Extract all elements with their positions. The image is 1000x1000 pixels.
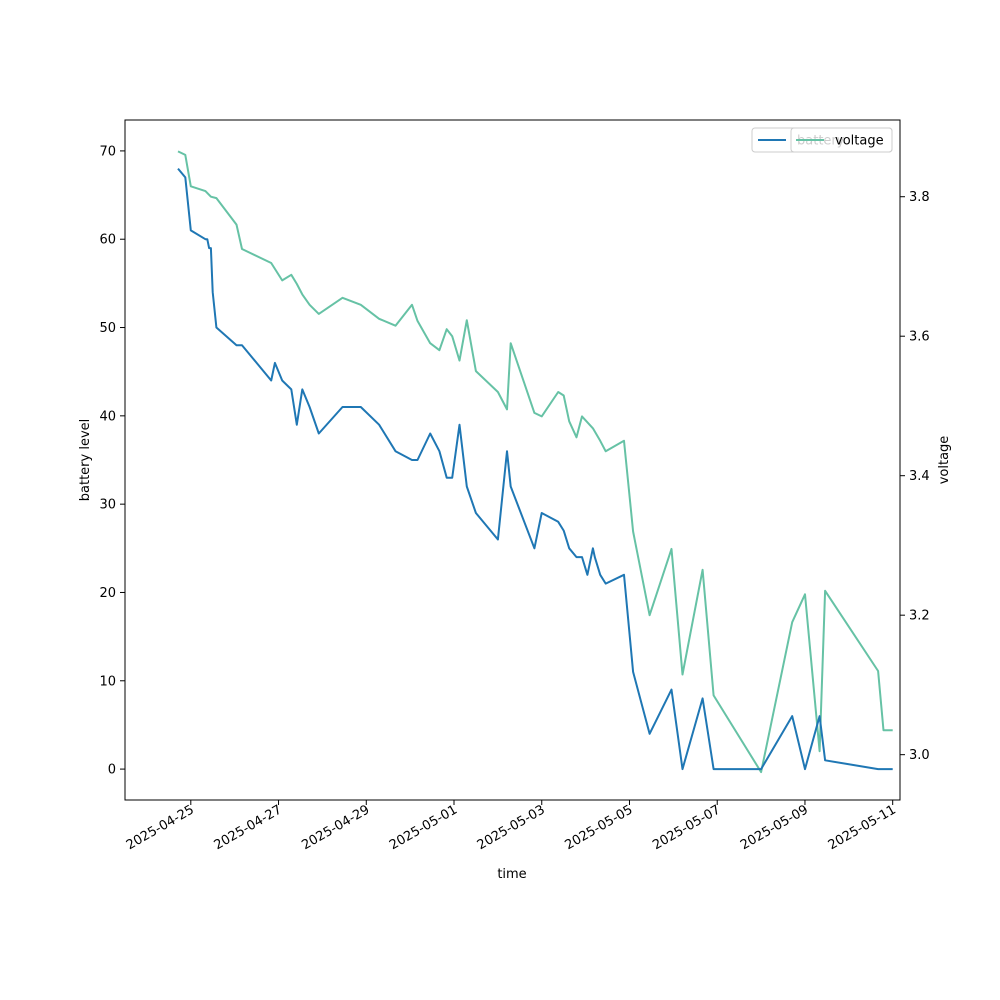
y-right-tick-label-4: 3.8 (909, 190, 930, 205)
x-axis-label: time (497, 867, 526, 882)
series-voltage-line (177, 150, 893, 774)
y-left-tick-label-3: 30 (99, 498, 116, 513)
x-tick-label-7: 2025-05-09 (738, 802, 811, 853)
x-tick-label-6: 2025-05-07 (650, 802, 723, 853)
x-tick-label-0: 2025-04-25 (124, 802, 197, 853)
y-axis-left: 0 10 20 30 40 50 60 70 (99, 144, 125, 778)
x-tick-label-2: 2025-04-29 (299, 802, 372, 853)
x-tick-label-3: 2025-05-01 (387, 802, 460, 853)
y-right-tick-label-3: 3.6 (909, 330, 930, 345)
x-tick-label-8: 2025-05-11 (826, 802, 899, 853)
x-tick-label-4: 2025-05-03 (475, 802, 548, 853)
legend-voltage: voltage (790, 127, 893, 153)
y-left-tick-label-1: 10 (99, 674, 116, 689)
y-axis-right-label: voltage (937, 436, 952, 485)
y-left-tick-label-5: 50 (99, 321, 116, 336)
y-axis-left-label: battery level (78, 419, 93, 502)
y-right-tick-label-0: 3.0 (909, 748, 930, 763)
plot-frame (124, 119, 901, 801)
series-battery-line (177, 167, 893, 771)
legend-voltage-box (790, 127, 893, 153)
y-left-tick-label-0: 0 (108, 763, 116, 778)
y-left-tick-label-2: 20 (99, 586, 116, 601)
y-right-tick-label-1: 3.2 (909, 609, 930, 624)
x-tick-label-1: 2025-04-27 (212, 802, 285, 853)
x-tick-label-5: 2025-05-05 (563, 802, 636, 853)
y-axis-right: 3.0 3.2 3.4 3.6 3.8 (900, 190, 930, 763)
y-right-tick-label-2: 3.4 (909, 469, 930, 484)
y-left-tick-label-7: 70 (99, 144, 116, 159)
series-layer (177, 150, 893, 774)
x-axis: 2025-04-25 2025-04-27 2025-04-29 2025-05-01… (124, 800, 899, 853)
y-left-tick-label-6: 60 (99, 233, 116, 248)
legend-voltage-label: voltage (835, 134, 884, 149)
y-left-tick-label-4: 40 (99, 409, 116, 424)
